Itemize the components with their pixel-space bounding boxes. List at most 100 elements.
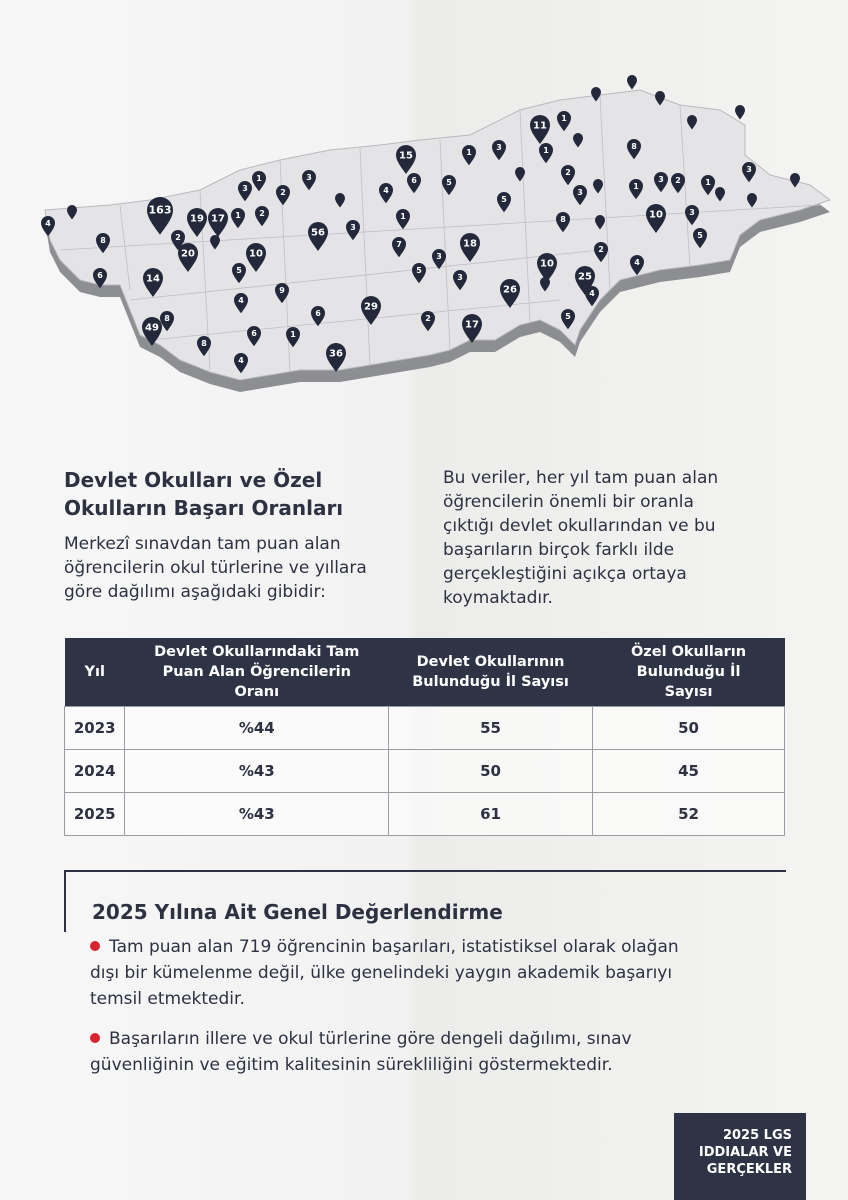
table-cell: %44 <box>124 706 390 750</box>
map-pin <box>346 220 360 241</box>
pin-label: 3 <box>658 175 664 184</box>
pin-label: 8 <box>100 236 106 245</box>
map-pin <box>302 170 316 191</box>
map-pin <box>557 111 571 132</box>
map-pin <box>234 353 248 374</box>
map-pin <box>326 343 346 372</box>
map-pin <box>595 215 605 230</box>
map-pin <box>537 253 557 282</box>
map-pin <box>573 185 587 206</box>
map-pin <box>396 209 410 230</box>
table-row: 2023 %44 55 50 <box>63 706 785 750</box>
map-pin <box>232 263 246 284</box>
pin-label: 49 <box>145 323 159 334</box>
table-header: Devlet Okullarının Bulunduğu İl Sayısı <box>388 638 593 707</box>
pin-label: 15 <box>399 151 413 162</box>
map-pin <box>556 212 570 233</box>
map-pin <box>255 206 269 227</box>
map-pin <box>453 270 467 291</box>
badge: 2025 LGS IDDIALAR VE GERÇEKLER <box>674 1113 806 1200</box>
section-left: Devlet Okulları ve Özel Okulların Başarı… <box>64 466 394 604</box>
pin-label: 2 <box>565 168 571 177</box>
table-header: Yıl <box>64 638 125 707</box>
pin-label: 2 <box>598 245 604 254</box>
pin-label: 10 <box>540 259 554 270</box>
map-pin <box>379 183 393 204</box>
pin-label: 2 <box>175 233 181 242</box>
map-pin <box>515 167 525 182</box>
bullet-text: Tam puan alan 719 öğrencinin başarıları,… <box>90 937 679 1009</box>
map-pin <box>275 283 289 304</box>
map-pin <box>627 139 641 160</box>
table-header: Devlet Okullarındaki Tam Puan Alan Öğren… <box>124 638 389 707</box>
pin-label: 4 <box>45 219 51 228</box>
map-pin <box>96 233 110 254</box>
pin-label: 11 <box>533 121 547 132</box>
map-pin <box>407 173 421 194</box>
map-pin <box>308 221 328 251</box>
map-pin <box>462 145 476 166</box>
map-pin <box>561 165 575 186</box>
pin-label: 4 <box>238 296 244 305</box>
pin-label: 8 <box>631 142 637 151</box>
map-pin <box>671 173 685 194</box>
map-pin <box>142 317 162 346</box>
map-pin <box>335 193 345 208</box>
pin-label: 1 <box>543 146 549 155</box>
map-pin <box>247 326 261 347</box>
pin-label: 1 <box>400 212 406 221</box>
pin-label: 1 <box>633 182 639 191</box>
map-pin <box>238 181 252 202</box>
evaluation-bullets: Tam puan alan 719 öğrencinin başarıları,… <box>90 934 690 1092</box>
map-pin <box>530 115 550 144</box>
map-pin <box>693 228 707 249</box>
pin-label: 3 <box>436 252 442 261</box>
bullet-dot <box>90 941 100 951</box>
section-right-text: Bu veriler, her yıl tam puan alan öğrenc… <box>443 468 719 608</box>
pin-label: 5 <box>501 195 507 204</box>
map-pin <box>178 243 198 272</box>
map-pin <box>234 293 248 314</box>
bullet-item: Tam puan alan 719 öğrencinin başarıları,… <box>90 934 690 1012</box>
bullet-text: Başarıların illere ve okul türlerine gör… <box>90 1029 632 1075</box>
map-pin <box>500 279 520 308</box>
table-cell: %43 <box>124 792 390 836</box>
map-pin <box>361 296 381 325</box>
pin-label: 20 <box>181 249 195 260</box>
table-row: 2025 %43 61 52 <box>63 792 785 836</box>
map-pin <box>539 143 553 164</box>
section-text: Merkezî sınavdan tam puan alan öğrencile… <box>64 534 367 602</box>
pin-label: 4 <box>238 356 244 365</box>
map-pin <box>492 140 506 161</box>
pin-label: 1 <box>466 148 472 157</box>
table-cell: 50 <box>592 706 785 750</box>
pin-label: 3 <box>306 173 312 182</box>
map-pin <box>311 306 325 327</box>
pin-label: 3 <box>689 208 695 217</box>
evaluation-frame: 2025 Yılına Ait Genel Değerlendirme <box>64 870 786 932</box>
map-pin <box>629 179 643 200</box>
map-pin <box>747 193 757 208</box>
pin-label: 6 <box>97 271 103 280</box>
pin-label: 18 <box>463 239 477 250</box>
pin-label: 2 <box>675 176 681 185</box>
table-cell: 55 <box>388 706 594 750</box>
table-cell: 50 <box>388 749 594 793</box>
map-pin <box>591 87 601 102</box>
map-pin <box>412 263 426 284</box>
pin-label: 3 <box>457 273 463 282</box>
map-pin <box>160 311 174 332</box>
map-pin <box>593 179 603 194</box>
pin-label: 1 <box>561 114 567 123</box>
pin-label: 29 <box>364 302 378 313</box>
map-pin <box>701 175 715 196</box>
map-pin <box>421 311 435 332</box>
pin-label: 26 <box>503 285 517 296</box>
evaluation-title: 2025 Yılına Ait Genel Değerlendirme <box>92 900 503 924</box>
header-row: Yıl Devlet Okullarındaki Tam Puan Alan Öğ… <box>64 638 785 707</box>
pin-label: 6 <box>315 309 321 318</box>
map-pin <box>187 208 207 237</box>
map-pin <box>654 172 668 193</box>
